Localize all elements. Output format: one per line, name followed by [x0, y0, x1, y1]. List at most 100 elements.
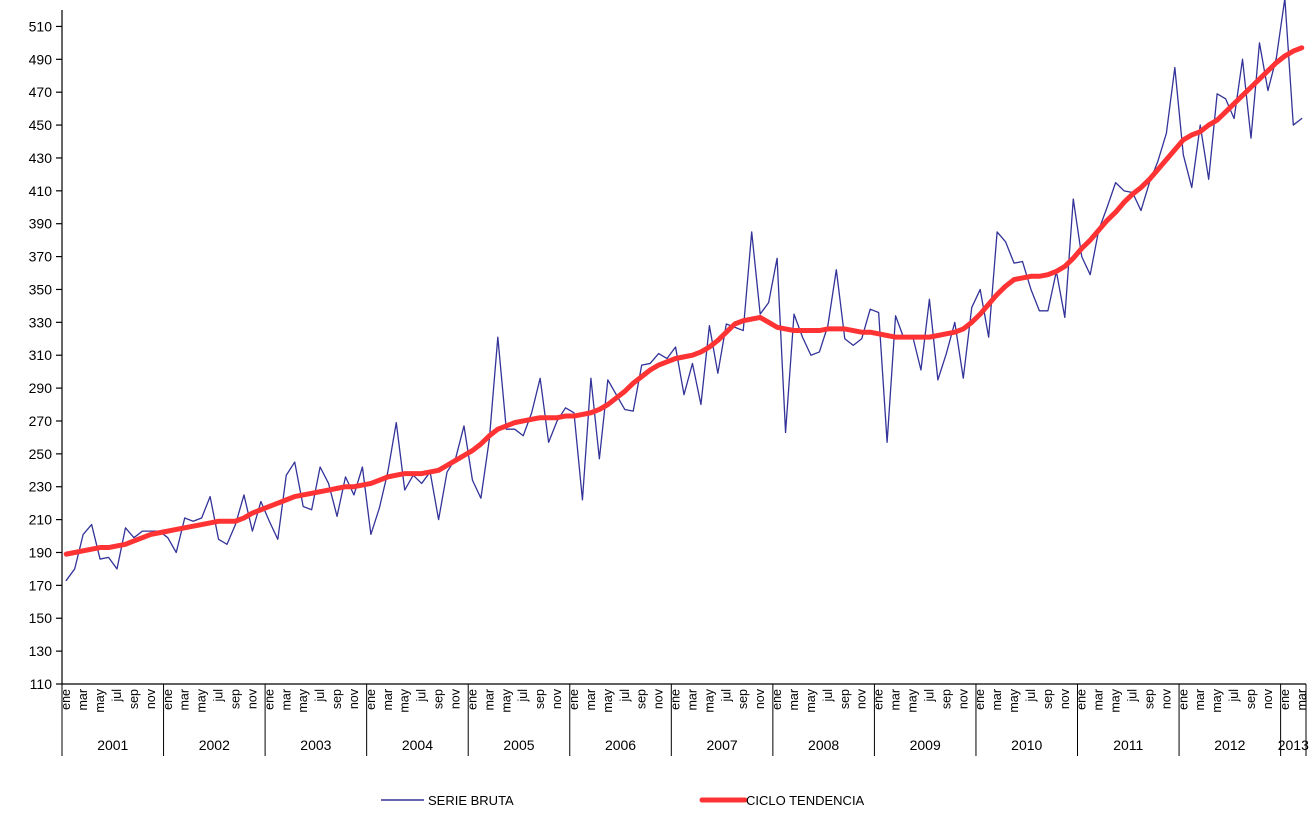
- x-month-label: jul: [618, 689, 632, 703]
- x-month-label: mar: [76, 689, 90, 711]
- x-month-label: sep: [432, 689, 446, 709]
- x-month-label: may: [195, 688, 209, 712]
- x-month-label: ene: [262, 689, 276, 710]
- x-month-label: mar: [381, 689, 395, 711]
- x-month-label: jul: [415, 689, 429, 703]
- x-year-label: 2007: [707, 737, 738, 753]
- x-month-label: mar: [1092, 689, 1106, 711]
- x-month-label: nov: [652, 688, 666, 709]
- x-month-label: nov: [347, 688, 361, 709]
- x-month-label: nov: [753, 688, 767, 709]
- series-line-ciclo-tendencia: [63, 45, 1305, 557]
- x-month-label: ene: [364, 689, 378, 710]
- legend-label-ciclo-tendencia: CICLO TENDENCIA: [746, 793, 865, 808]
- x-month-label: jul: [110, 689, 124, 703]
- x-month-label: may: [1109, 688, 1123, 712]
- x-month-label: sep: [127, 689, 141, 709]
- x-month-label: mar: [685, 689, 699, 711]
- x-month-label: jul: [821, 689, 835, 703]
- x-month-label: mar: [1193, 689, 1207, 711]
- x-month-label: nov: [550, 688, 564, 709]
- x-year-label: 2013: [1278, 737, 1309, 753]
- x-month-label: ene: [872, 689, 886, 710]
- x-month-label: may: [296, 688, 310, 712]
- y-axis: 110 130 150 170 190 210 230 250 270 290 310 330 350 3…: [29, 10, 63, 692]
- y-tick-label: 410: [29, 183, 53, 199]
- x-year-label: 2010: [1011, 737, 1042, 753]
- y-tick-label: 130: [29, 643, 53, 659]
- y-tick-label: 170: [29, 577, 53, 593]
- x-month-label: sep: [1142, 689, 1156, 709]
- x-month-label: nov: [1159, 688, 1173, 709]
- x-month-label: mar: [889, 689, 903, 711]
- x-month-label: nov: [1261, 688, 1275, 709]
- x-month-label: jul: [1227, 689, 1241, 703]
- x-month-label: mar: [990, 689, 1004, 711]
- legend-label-serie-bruta: SERIE BRUTA: [428, 793, 514, 808]
- x-month-label: mar: [787, 689, 801, 711]
- x-month-label: may: [1007, 688, 1021, 712]
- x-year-label: 2009: [910, 737, 941, 753]
- y-tick-label: 110: [30, 676, 53, 692]
- x-month-label: may: [601, 688, 615, 712]
- y-tick-label: 490: [29, 51, 53, 67]
- x-year-label: 2012: [1214, 737, 1245, 753]
- x-month-label: nov: [449, 688, 463, 709]
- x-month-label: ene: [669, 689, 683, 710]
- x-month-label: nov: [855, 688, 869, 709]
- y-tick-label: 430: [29, 150, 53, 166]
- y-tick-label: 310: [29, 347, 53, 363]
- x-year-label: 2002: [199, 737, 230, 753]
- x-month-label: sep: [838, 689, 852, 709]
- x-month-label: sep: [635, 689, 649, 709]
- y-tick-label: 230: [29, 479, 53, 495]
- x-year-label: 2001: [97, 737, 128, 753]
- x-month-label: may: [804, 688, 818, 712]
- x-month-label: mar: [1295, 689, 1309, 711]
- x-month-label: sep: [939, 689, 953, 709]
- x-year-label: 2006: [605, 737, 636, 753]
- series-line-serie-bruta: [65, 0, 1303, 582]
- x-month-label: ene: [1075, 689, 1089, 710]
- x-month-label: sep: [1244, 689, 1258, 709]
- y-tick-label: 250: [29, 446, 53, 462]
- x-month-label: nov: [245, 688, 259, 709]
- x-month-label: may: [905, 688, 919, 712]
- x-month-label: nov: [1058, 688, 1072, 709]
- x-month-label: jul: [1024, 689, 1038, 703]
- x-month-label: sep: [533, 689, 547, 709]
- x-month-label: jul: [719, 689, 733, 703]
- x-year-label: 2003: [300, 737, 331, 753]
- x-year-label: 2008: [808, 737, 839, 753]
- y-tick-label: 450: [29, 117, 53, 133]
- x-month-label: jul: [516, 689, 530, 703]
- x-month-label: may: [702, 688, 716, 712]
- x-month-label: ene: [770, 689, 784, 710]
- y-tick-label: 510: [29, 18, 53, 34]
- legend: SERIE BRUTA CICLO TENDENCIA: [381, 793, 865, 808]
- y-tick-label: 210: [29, 512, 53, 528]
- x-month-label: ene: [973, 689, 987, 710]
- x-month-label: jul: [313, 689, 327, 703]
- x-year-label: 2005: [503, 737, 534, 753]
- x-month-label: may: [1210, 688, 1224, 712]
- y-tick-label: 370: [29, 249, 53, 265]
- x-month-label: ene: [161, 689, 175, 710]
- x-month-label: sep: [736, 689, 750, 709]
- x-month-label: sep: [330, 689, 344, 709]
- x-month-label: may: [398, 688, 412, 712]
- y-tick-label: 330: [29, 314, 53, 330]
- x-month-label: jul: [922, 689, 936, 703]
- y-tick-label: 350: [29, 281, 53, 297]
- y-tick-label: 270: [29, 413, 53, 429]
- y-tick-label: 150: [29, 610, 53, 626]
- x-month-label: nov: [144, 688, 158, 709]
- x-year-label: 2004: [402, 737, 433, 753]
- y-tick-label: 290: [29, 380, 53, 396]
- x-month-label: mar: [482, 689, 496, 711]
- y-tick-label: 190: [29, 544, 53, 560]
- x-month-label: may: [499, 688, 513, 712]
- x-month-label: mar: [178, 689, 192, 711]
- x-month-label: sep: [228, 689, 242, 709]
